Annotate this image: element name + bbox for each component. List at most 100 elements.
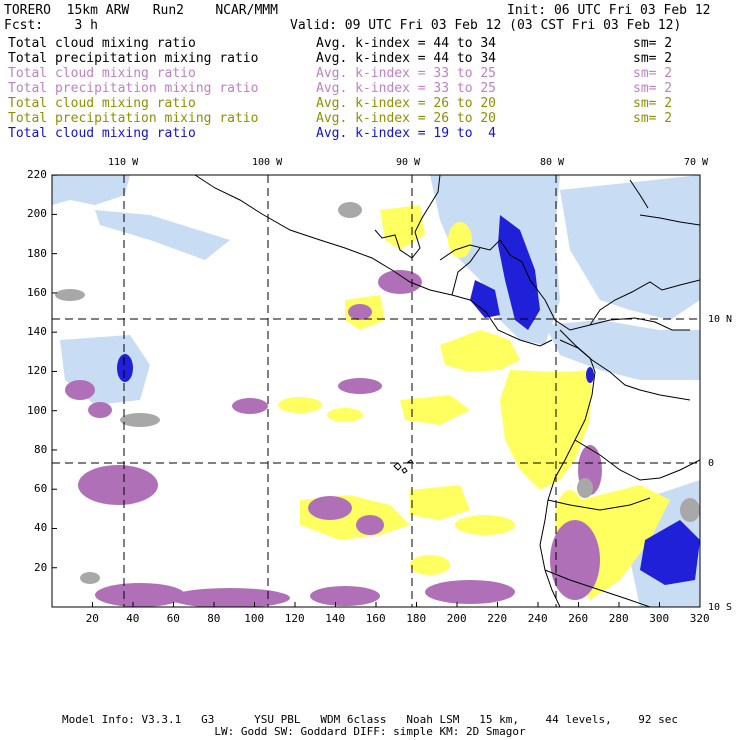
cloud-purple-mid2 [356,515,384,535]
coastline-colombia [539,329,596,607]
lon-label-3: 90 W [396,157,421,168]
border-inland-2 [574,439,700,481]
x-tick-160: 160 [365,612,386,625]
cloud-purple-band2 [338,378,382,394]
x-tick-80: 80 [207,612,221,625]
graticule [52,175,700,607]
cloud-lightblue-nw [52,175,130,205]
coastline-mexico-pacific [194,175,553,347]
cloud-purple-w3 [88,402,112,418]
cloud-yellow-mid2 [410,485,470,520]
cloud-gray-1 [55,289,85,301]
x-tick-20: 20 [85,612,99,625]
model-info-line1: Model Info: V3.3.1 G3 YSU PBL WDM 6class… [62,713,678,726]
init-time: Init: 06 UTC Fri 03 Feb 12 [507,3,711,18]
cloud-lightblue-coast [545,320,700,380]
x-tick-240: 240 [527,612,548,625]
x-tick-200: 200 [446,612,467,625]
cloud-yellow-south2 [410,555,450,575]
legend-sm-2: sm= 2 [633,51,673,66]
cloud-lightblue-band [95,210,230,260]
cloud-yellow-central [400,395,470,425]
legend-sm-4: sm= 2 [633,81,673,96]
lon-label-4: 80 W [540,157,565,168]
border-mexico-guat [451,247,481,296]
cloud-lightblue-caribbean [560,175,700,320]
axis-ticks [52,174,701,607]
x-tick-40: 40 [126,612,140,625]
cloud-blue-coast [586,367,594,383]
cloud-purple-mex2 [348,304,372,320]
cloud-purple-s3 [310,586,380,606]
x-tick-100: 100 [244,612,265,625]
x-tick-60: 60 [166,612,180,625]
cloud-yellow-yucatan [448,222,472,258]
galapagos [393,459,415,474]
cloud-blue-se [640,520,700,585]
y-tick-220: 220 [27,168,47,182]
model-title: TORERO 15km ARW Run2 NCAR/MMM [4,3,278,18]
lon-label-5: 70 W [684,157,709,168]
y-tick-40: 40 [34,521,48,535]
legend-sm-5: sm= 2 [633,96,673,111]
x-tick-320: 320 [689,612,710,625]
legend-kindex-2: Avg. k-index = 44 to 34 [316,51,497,66]
cloud-purple-mid [308,496,352,520]
cloud-purple-w1 [78,465,158,505]
legend-kindex-7: Avg. k-index = 19 to 4 [316,126,497,141]
x-tick-220: 220 [487,612,508,625]
legend-field-2: Total precipitation mixing ratio [8,51,259,66]
legend-kindex-1: Avg. k-index = 44 to 34 [316,36,497,51]
x-tick-140: 140 [325,612,346,625]
legend-kindex-6: Avg. k-index = 26 to 20 [316,111,497,126]
border-inland-1 [559,339,691,401]
valid-time: Valid: 09 UTC Fri 03 Feb 12 (03 CST Fri … [290,18,682,33]
cloud-purple-peru [550,520,600,600]
cloud-gray-5 [577,478,593,498]
y-tick-160: 160 [27,285,47,299]
cloud-purple-w2 [65,380,95,400]
y-tick-140: 140 [27,325,47,339]
cloud-yellow-panama [440,330,520,372]
border-inland-3 [547,497,651,511]
legend-field-7: Total cloud mixing ratio [8,126,196,141]
x-tick-300: 300 [649,612,670,625]
cloud-blue-west [117,354,133,382]
lat-label-2: 0 [708,458,715,469]
legend-kindex-5: Avg. k-index = 26 to 20 [316,96,497,111]
cloud-yellow-colombia [500,370,592,490]
y-tick-20: 20 [34,560,48,574]
lat-label-1: 10 N [708,314,733,325]
x-tick-180: 180 [406,612,427,625]
legend-field-6: Total precipitation mixing ratio [8,111,259,126]
legend-field-1: Total cloud mixing ratio [8,36,196,51]
legend-sm-6: sm= 2 [633,111,673,126]
x-tick-260: 260 [568,612,589,625]
caribbean-island [639,214,700,226]
legend-field-3: Total cloud mixing ratio [8,66,196,81]
forecast-hour: Fcst: 3 h [4,18,98,33]
model-info-line2: LW: Godd SW: Goddard DIFF: simple KM: 2D… [214,725,526,738]
legend-field-5: Total cloud mixing ratio [8,96,196,111]
x-tick-280: 280 [608,612,629,625]
border-inland-4 [544,569,651,607]
cloud-yellow-band-1 [278,397,322,413]
lat-label-3: 10 S [708,602,733,613]
legend-kindex-4: Avg. k-index = 33 to 25 [316,81,497,96]
coastline-caribbean [589,279,700,326]
y-tick-60: 60 [34,482,48,496]
y-tick-180: 180 [27,246,47,260]
y-tick-200: 200 [27,207,47,221]
cloud-yellow-band-2 [327,408,363,422]
cloud-gray-4 [80,572,100,584]
y-tick-100: 100 [27,403,47,417]
x-tick-120: 120 [284,612,305,625]
cloud-blue-centam2 [470,280,500,318]
lon-label-2: 100 W [252,157,283,168]
y-tick-120: 120 [27,364,47,378]
lon-label-1: 110 W [108,157,139,168]
y-tick-80: 80 [34,442,48,456]
cloud-blue-centam [498,215,540,330]
cloud-gray-3 [338,202,362,218]
